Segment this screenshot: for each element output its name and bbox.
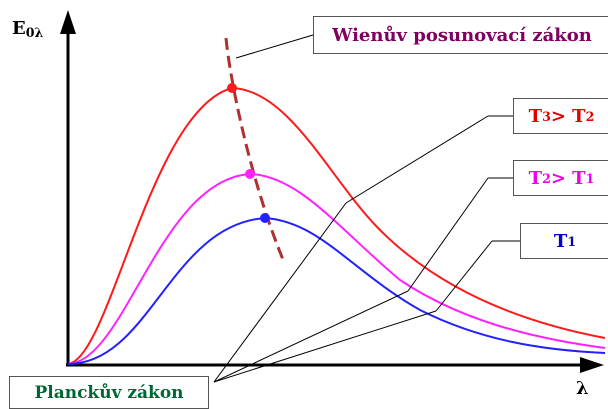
t2-label-op: > T — [550, 167, 586, 189]
y-axis-label-sub: 0λ — [25, 25, 44, 41]
curve-t3 — [67, 86, 606, 365]
t3-label-main: T — [528, 105, 543, 127]
leader-planck-2 — [213, 290, 409, 383]
wien-law-label: Wienův posunovací zákon — [313, 16, 608, 54]
t1-label-sub1: 1 — [567, 233, 577, 249]
leader-wien — [235, 34, 314, 59]
t3-label-op: > T — [550, 105, 586, 127]
leader-t1-diag — [435, 240, 493, 312]
curve-t1 — [67, 216, 606, 365]
peak-marker-t2 — [245, 169, 255, 179]
planck-law-label: Planckův zákon — [9, 376, 209, 409]
peak-marker-t3 — [227, 83, 237, 93]
leader-t3-diag — [345, 115, 489, 204]
y-axis-label-main: E — [12, 18, 26, 39]
wien-displacement-line — [224, 37, 286, 263]
leader-planck-3 — [213, 310, 437, 383]
y-axis-arrow — [60, 10, 76, 34]
peak-marker-t1 — [260, 213, 270, 223]
t2-label-main: T — [528, 167, 543, 189]
y-axis-label: E0λ — [12, 18, 43, 40]
leader-lines — [213, 34, 520, 383]
leader-t2-diag — [407, 177, 489, 292]
x-axis-arrow — [580, 357, 604, 373]
leader-planck-1 — [213, 202, 347, 383]
curve-t2 — [67, 172, 606, 365]
t3-label-sub2: 2 — [585, 108, 595, 124]
t3-label-sub1: 3 — [542, 108, 551, 124]
t1-label-main: T — [553, 230, 568, 252]
x-axis-label: λ — [576, 378, 589, 399]
t2-label-sub2: 1 — [585, 170, 595, 186]
t2-label-sub1: 2 — [542, 170, 551, 186]
